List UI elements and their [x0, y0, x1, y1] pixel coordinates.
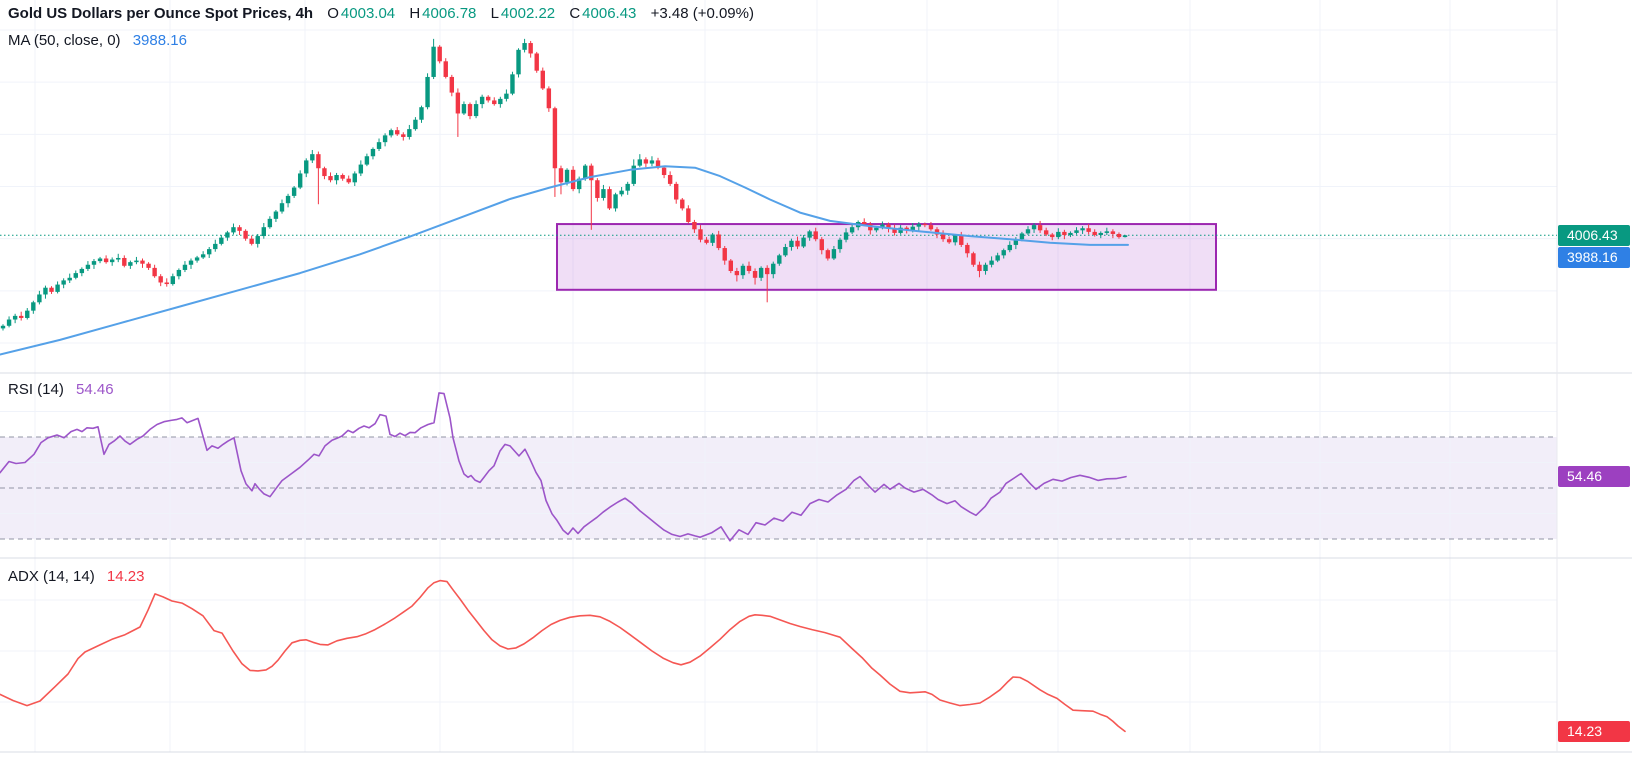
last-price-badge: 4006.43	[1558, 224, 1630, 246]
ma-value-badge: 3988.16	[1558, 246, 1630, 268]
rsi-value-badge: 54.46	[1558, 466, 1630, 488]
symbol-title: Gold US Dollars per Ounce Spot Prices, 4…	[8, 5, 314, 22]
high-value: 4006.78	[422, 5, 477, 22]
adx-value-badge: 14.23	[1558, 720, 1630, 742]
high-key: H	[409, 5, 421, 22]
open-key: O	[327, 5, 339, 22]
adx-title: ADX (14, 14)	[8, 568, 95, 585]
rsi-title: RSI (14)	[8, 381, 64, 398]
open-value: 4003.04	[340, 5, 396, 22]
ma-value: 3988.16	[132, 32, 187, 49]
ma-legend[interactable]: MA (50, close, 0) 3988.16	[8, 32, 187, 49]
ma-title: MA (50, close, 0)	[8, 32, 121, 49]
close-key: C	[569, 5, 581, 22]
rsi-legend[interactable]: RSI (14) 54.46	[8, 381, 114, 398]
adx-legend[interactable]: ADX (14, 14) 14.23	[8, 568, 144, 585]
close-value: 4006.43	[582, 5, 637, 22]
change-value: +3.48 (+0.09%)	[650, 5, 754, 22]
rsi-value: 54.46	[76, 381, 114, 398]
price-axis[interactable]: 4400.004300.004200.004100.003900.003800.…	[1557, 0, 1632, 752]
main-legend[interactable]: Gold US Dollars per Ounce Spot Prices, 4…	[8, 5, 754, 22]
time-axis[interactable]: 591417222612:00Nov691215	[0, 752, 1632, 783]
low-value: 4002.22	[500, 5, 556, 22]
adx-value: 14.23	[106, 568, 145, 585]
low-key: L	[490, 5, 499, 22]
